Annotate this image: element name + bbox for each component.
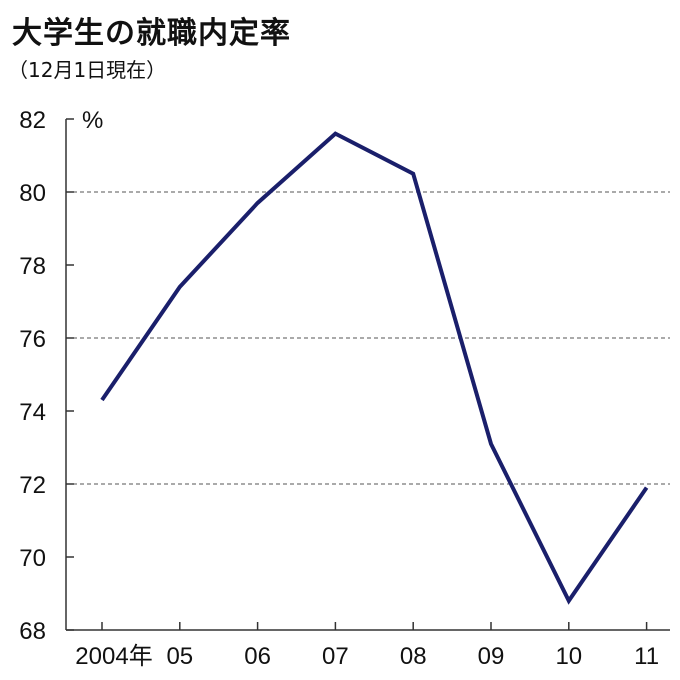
- tick-labels: 68 70 72 74 76 78 80 82 % 2004年 05 06 07 08 09 10 11: [19, 107, 659, 670]
- y-tick-label-82: 82: [19, 107, 46, 134]
- x-tick-label-08: 08: [400, 643, 427, 670]
- gridlines: [66, 191, 670, 485]
- axes: [65, 118, 670, 631]
- series-line-0: [100, 131, 649, 605]
- chart-subtitle: （12月1日現在）: [8, 58, 167, 82]
- chart-title: 大学生の就職内定率: [12, 16, 291, 51]
- y-unit-label: %: [82, 107, 103, 134]
- x-tick-label-11: 11: [634, 643, 659, 670]
- y-tick-label-78: 78: [19, 253, 46, 280]
- x-tick-label-05: 05: [166, 643, 193, 670]
- x-tick-label-2004年: 2004年: [75, 643, 152, 670]
- y-tick-label-72: 72: [19, 472, 46, 499]
- x-tick-label-07: 07: [322, 643, 349, 670]
- y-tick-label-74: 74: [19, 399, 46, 426]
- x-tick-label-06: 06: [244, 643, 271, 670]
- x-tick-label-09: 09: [478, 643, 505, 670]
- y-tick-label-70: 70: [19, 545, 46, 572]
- y-tick-label-68: 68: [19, 618, 46, 645]
- y-tick-label-76: 76: [19, 326, 46, 353]
- y-tick-label-80: 80: [19, 180, 46, 207]
- series: [100, 131, 649, 605]
- x-tick-label-10: 10: [555, 643, 582, 670]
